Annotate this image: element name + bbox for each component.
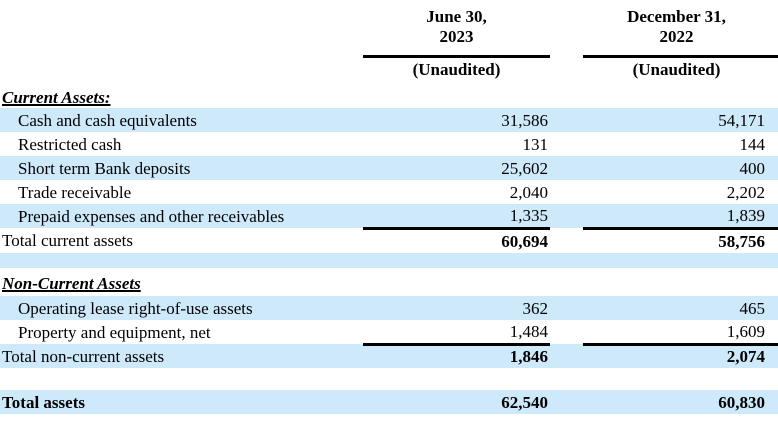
table-row-property-and-equipment-net: Property and equipment, net 1,484 1,609 [0, 320, 778, 346]
row-label: Total current assets [2, 231, 133, 250]
column-header-date-line1: June 30, [426, 7, 487, 26]
spacer-row [0, 368, 778, 390]
value-jun-2023: 60,694 [501, 231, 548, 251]
table-row-total-non-current-assets: Total non-current assets 1,846 2,074 [0, 344, 778, 368]
row-label: Property and equipment, net [18, 322, 211, 342]
value-dec-2022: 465 [739, 298, 766, 318]
spacer-row-shaded [0, 253, 778, 268]
value-jun-2023: 31,586 [501, 110, 548, 130]
value-dec-2022: 144 [739, 134, 766, 154]
unaudited-row: (Unaudited) (Unaudited) [0, 56, 778, 82]
unaudited-label-june-2023: (Unaudited) [412, 60, 501, 80]
unaudited-label-december-2022: (Unaudited) [632, 60, 721, 80]
section-heading-current-assets: Current Assets: [2, 87, 111, 107]
section-heading-non-current-assets: Non-Current Assets [2, 274, 141, 293]
column-header-date-line1: December 31, [627, 7, 726, 26]
table-row-prepaid-expenses: Prepaid expenses and other receivables 1… [0, 204, 778, 230]
table-row-trade-receivable: Trade receivable 2,040 2,202 [0, 180, 778, 204]
value-dec-2022: 58,756 [718, 231, 765, 251]
value-jun-2023: 1,335 [363, 204, 550, 230]
value-dec-2022: 60,830 [718, 392, 765, 412]
column-header-december-2022: December 31, 2022 [583, 0, 778, 58]
section-heading-row-non-current-assets: Non-Current Assets [0, 268, 778, 296]
row-label: Operating lease right-of-use assets [18, 298, 253, 318]
row-label: Prepaid expenses and other receivables [18, 206, 285, 226]
value-dec-2022: 2,074 [726, 347, 765, 367]
table-header-row: June 30, 2023 December 31, 2022 [0, 0, 778, 58]
table-row-cash-and-cash-equivalents: Cash and cash equivalents 31,586 54,171 [0, 108, 778, 132]
table-row-total-current-assets: Total current assets 60,694 58,756 [0, 228, 778, 253]
table-row-restricted-cash: Restricted cash 131 144 [0, 132, 778, 156]
value-jun-2023: 62,540 [501, 392, 548, 412]
row-label: Cash and cash equivalents [18, 110, 197, 130]
value-dec-2022: 1,609 [583, 320, 778, 346]
value-jun-2023: 1,484 [363, 320, 550, 346]
value-jun-2023: 362 [522, 298, 549, 318]
column-header-date-line2: 2022 [659, 27, 694, 46]
header-gap-cell [550, 0, 583, 56]
value-jun-2023: 25,602 [501, 158, 548, 178]
value-dec-2022: 400 [739, 158, 766, 178]
row-label: Total assets [2, 392, 85, 412]
column-header-june-2023: June 30, 2023 [363, 0, 550, 58]
table-row-total-assets: Total assets 62,540 60,830 [0, 390, 778, 414]
value-jun-2023: 131 [522, 134, 549, 154]
value-jun-2023: 2,040 [509, 182, 548, 202]
value-jun-2023: 1,846 [509, 347, 548, 367]
row-label: Short term Bank deposits [18, 158, 191, 178]
row-label: Restricted cash [18, 134, 122, 154]
row-label: Total non-current assets [2, 346, 165, 366]
table-row-short-term-bank-deposits: Short term Bank deposits 25,602 400 [0, 156, 778, 180]
header-empty-cell [0, 0, 363, 56]
value-dec-2022: 54,171 [718, 110, 765, 130]
table-row-operating-lease-right-of-use-assets: Operating lease right-of-use assets 362 … [0, 296, 778, 320]
value-dec-2022: 1,839 [583, 204, 778, 230]
row-label: Trade receivable [18, 182, 132, 202]
column-header-date-line2: 2023 [439, 27, 474, 46]
value-dec-2022: 2,202 [726, 182, 765, 202]
section-heading-row-current-assets: Current Assets: [0, 86, 778, 108]
